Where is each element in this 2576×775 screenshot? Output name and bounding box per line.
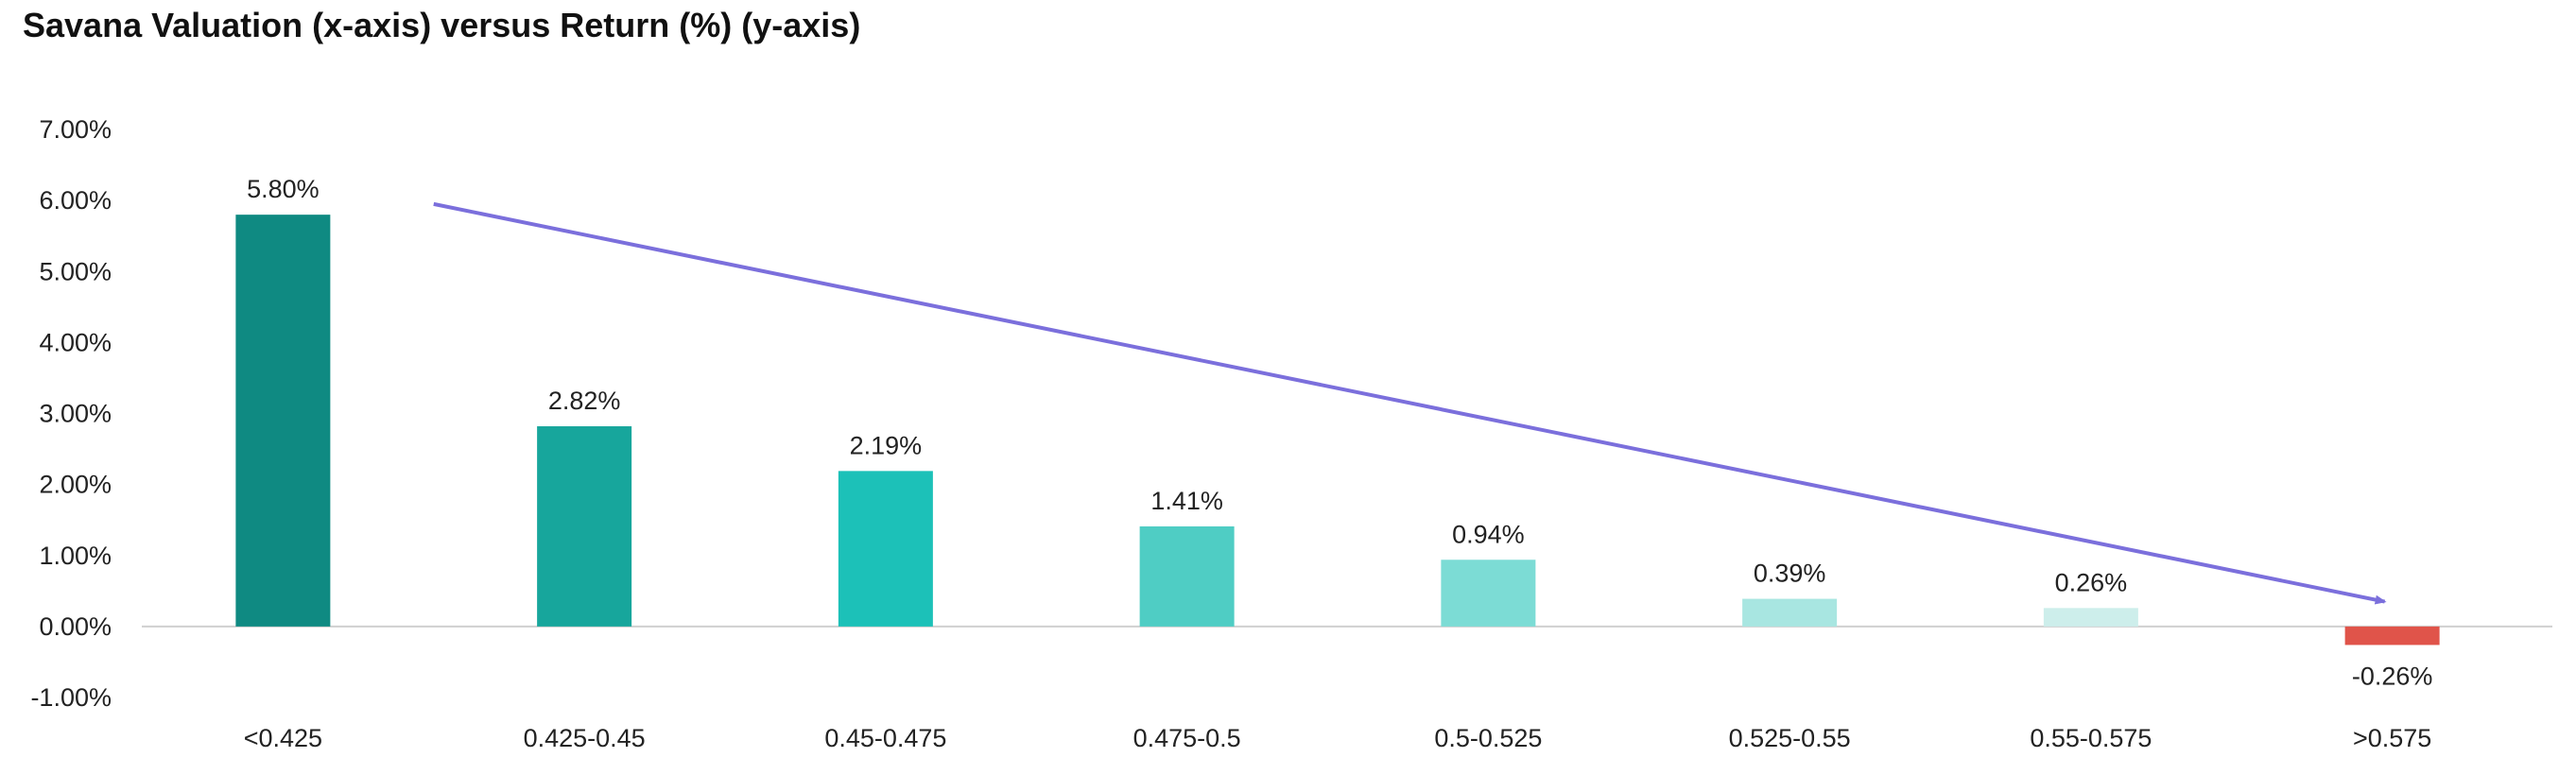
y-tick-label: 2.00% (39, 471, 112, 499)
y-tick-label: 1.00% (39, 542, 112, 570)
chart-title: Savana Valuation (x-axis) versus Return … (23, 6, 861, 44)
bars-group (235, 215, 2440, 646)
category-label: >0.575 (2353, 724, 2431, 752)
y-tick-label: -1.00% (30, 683, 112, 712)
y-tick-label: 4.00% (39, 328, 112, 356)
y-tick-label: 5.00% (39, 257, 112, 285)
bar (235, 215, 331, 627)
bar (1742, 598, 1838, 627)
category-label: 0.45-0.475 (824, 724, 946, 752)
bar (2344, 626, 2440, 646)
data-label: 0.39% (1754, 560, 1826, 588)
category-label: 0.475-0.5 (1133, 724, 1241, 752)
y-tick-label: 3.00% (39, 400, 112, 428)
data-label: 5.80% (247, 175, 320, 203)
bar (1441, 560, 1536, 627)
data-label: 1.41% (1150, 487, 1223, 515)
bar (838, 471, 933, 627)
category-label: 0.525-0.55 (1729, 724, 1851, 752)
data-labels-group: 5.80% 2.82% 2.19% 1.41% 0.94% 0.39% 0.26% -0.26… (247, 175, 2432, 690)
bar (1139, 525, 1235, 627)
y-axis-tick-labels: 7.00% 6.00% 5.00% 4.00% 3.00% 2.00% 1.00% 0.00%… (30, 115, 112, 712)
data-label: 0.94% (1452, 520, 1525, 548)
category-label: 0.5-0.525 (1434, 724, 1542, 752)
data-label: 2.82% (548, 387, 621, 415)
data-label: 0.26% (2055, 568, 2128, 596)
x-axis-category-labels: <0.425 0.425-0.45 0.45-0.475 0.475-0.5 0.5-0… (244, 724, 2432, 752)
data-label: 2.19% (850, 431, 923, 459)
data-label: -0.26% (2352, 662, 2433, 690)
bar (2043, 608, 2138, 627)
category-label: 0.55-0.575 (2030, 724, 2152, 752)
y-tick-label: 0.00% (39, 612, 112, 641)
y-tick-label: 7.00% (39, 115, 112, 144)
bar (537, 426, 632, 627)
category-label: <0.425 (244, 724, 322, 752)
y-tick-label: 6.00% (39, 186, 112, 215)
category-label: 0.425-0.45 (524, 724, 646, 752)
trend-arrow (433, 201, 2387, 605)
